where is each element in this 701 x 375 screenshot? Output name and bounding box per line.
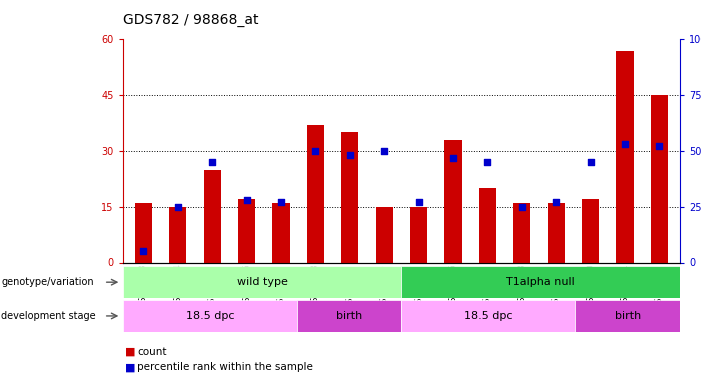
Point: [379, 148, 390, 154]
Bar: [376, 207, 393, 262]
Text: T1alpha null: T1alpha null: [506, 277, 575, 287]
Bar: [479, 188, 496, 262]
Point: [275, 199, 287, 205]
Bar: [203, 170, 221, 262]
Text: genotype/variation: genotype/variation: [1, 277, 94, 287]
Text: development stage: development stage: [1, 311, 96, 321]
Text: birth: birth: [336, 311, 362, 321]
Bar: [123, 266, 402, 298]
Bar: [576, 300, 680, 332]
Text: 18.5 dpc: 18.5 dpc: [464, 311, 512, 321]
Point: [241, 197, 252, 203]
Bar: [123, 300, 297, 332]
Point: [344, 152, 355, 158]
Bar: [272, 203, 290, 262]
Point: [654, 144, 665, 150]
Bar: [402, 300, 576, 332]
Point: [172, 204, 184, 210]
Bar: [135, 203, 152, 262]
Text: percentile rank within the sample: percentile rank within the sample: [137, 363, 313, 372]
Bar: [513, 203, 531, 262]
Text: wild type: wild type: [236, 277, 287, 287]
Point: [413, 199, 424, 205]
Text: 18.5 dpc: 18.5 dpc: [186, 311, 234, 321]
Text: birth: birth: [615, 311, 641, 321]
Bar: [651, 95, 668, 262]
Point: [619, 141, 630, 147]
Bar: [616, 51, 634, 262]
Point: [550, 199, 562, 205]
Bar: [582, 199, 599, 262]
Bar: [410, 207, 427, 262]
Text: ■: ■: [125, 347, 135, 357]
Point: [447, 154, 458, 160]
Point: [207, 159, 218, 165]
Point: [310, 148, 321, 154]
Text: GDS782 / 98868_at: GDS782 / 98868_at: [123, 13, 258, 27]
Text: count: count: [137, 347, 167, 357]
Point: [137, 248, 149, 254]
Text: ■: ■: [125, 363, 135, 372]
Bar: [402, 266, 680, 298]
Bar: [238, 199, 255, 262]
Bar: [297, 300, 402, 332]
Point: [482, 159, 493, 165]
Bar: [169, 207, 186, 262]
Bar: [341, 132, 358, 262]
Bar: [307, 125, 324, 262]
Bar: [547, 203, 565, 262]
Point: [585, 159, 596, 165]
Bar: [444, 140, 461, 262]
Point: [516, 204, 527, 210]
